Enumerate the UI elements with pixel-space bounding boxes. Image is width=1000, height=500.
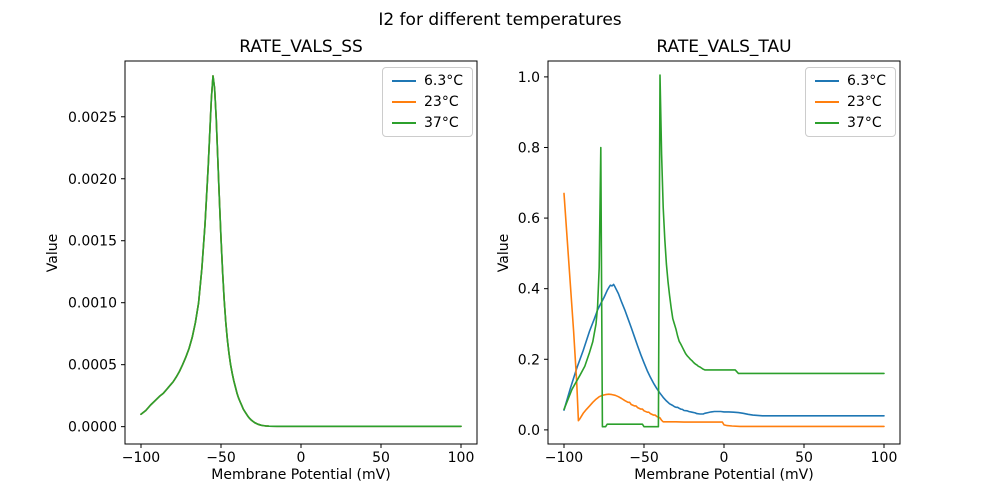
series-line-1-0 (563, 283, 885, 417)
y-tick-label-0: 0.0000 (68, 420, 117, 436)
x-tick-label-1: 50 (795, 450, 813, 466)
x-tick-label-0: 50 (372, 450, 390, 466)
legend-tau: 6.3°C 23°C 37°C (805, 67, 897, 137)
series-line-1-1 (563, 192, 885, 428)
x-tick-label-0: 100 (448, 450, 475, 466)
x-tick-label-0: 0 (297, 450, 306, 466)
legend-line-sample (815, 101, 839, 103)
legend-label: 23°C (847, 94, 882, 110)
legend-ss: 6.3°C 23°C 37°C (382, 67, 474, 137)
x-tick-label-0: −50 (206, 450, 236, 466)
y-tick-label-1: 0.8 (518, 140, 540, 156)
y-tick-label-1: 0.2 (518, 352, 540, 368)
legend-entry: 23°C (815, 95, 886, 109)
legend-label: 23°C (424, 94, 459, 110)
x-axis-label-tau: Membrane Potential (mV) (634, 467, 814, 483)
y-tick-label-1: 0.6 (518, 211, 540, 227)
y-axis-label-ss: Value (45, 233, 61, 273)
subplot-title-tau: RATE_VALS_TAU (656, 37, 792, 57)
y-tick-label-0: 0.0005 (68, 358, 117, 374)
x-tick-label-1: 100 (871, 450, 898, 466)
legend-label: 6.3°C (424, 73, 464, 89)
legend-label: 37°C (424, 115, 459, 131)
x-axis-label-ss: Membrane Potential (mV) (211, 467, 391, 483)
legend-entry: 6.3°C (392, 74, 463, 88)
series-line-0-2 (140, 75, 462, 428)
y-tick-label-0: 0.0015 (68, 234, 117, 250)
x-tick-label-0: −100 (122, 450, 160, 466)
y-tick-label-1: 0.0 (518, 423, 540, 439)
legend-entry: 37°C (392, 116, 463, 130)
legend-entry: 6.3°C (815, 74, 886, 88)
legend-line-sample (392, 101, 416, 103)
legend-label: 6.3°C (847, 73, 887, 89)
legend-line-sample (815, 122, 839, 124)
y-tick-label-0: 0.0025 (68, 110, 117, 126)
y-tick-label-1: 1.0 (518, 70, 540, 86)
figure-title: I2 for different temperatures (378, 10, 622, 30)
legend-entry: 23°C (392, 95, 463, 109)
x-tick-label-1: −100 (545, 450, 583, 466)
y-axis-label-tau: Value (496, 233, 512, 273)
series-line-1-2 (563, 74, 885, 428)
x-tick-label-1: −50 (629, 450, 659, 466)
x-tick-label-1: 0 (720, 450, 729, 466)
y-tick-label-0: 0.0020 (68, 172, 117, 188)
subplot-title-ss: RATE_VALS_SS (239, 37, 363, 57)
legend-line-sample (392, 80, 416, 82)
legend-label: 37°C (847, 115, 882, 131)
legend-entry: 37°C (815, 116, 886, 130)
legend-line-sample (815, 80, 839, 82)
legend-line-sample (392, 122, 416, 124)
y-tick-label-1: 0.4 (518, 282, 540, 298)
y-tick-label-0: 0.0010 (68, 296, 117, 312)
